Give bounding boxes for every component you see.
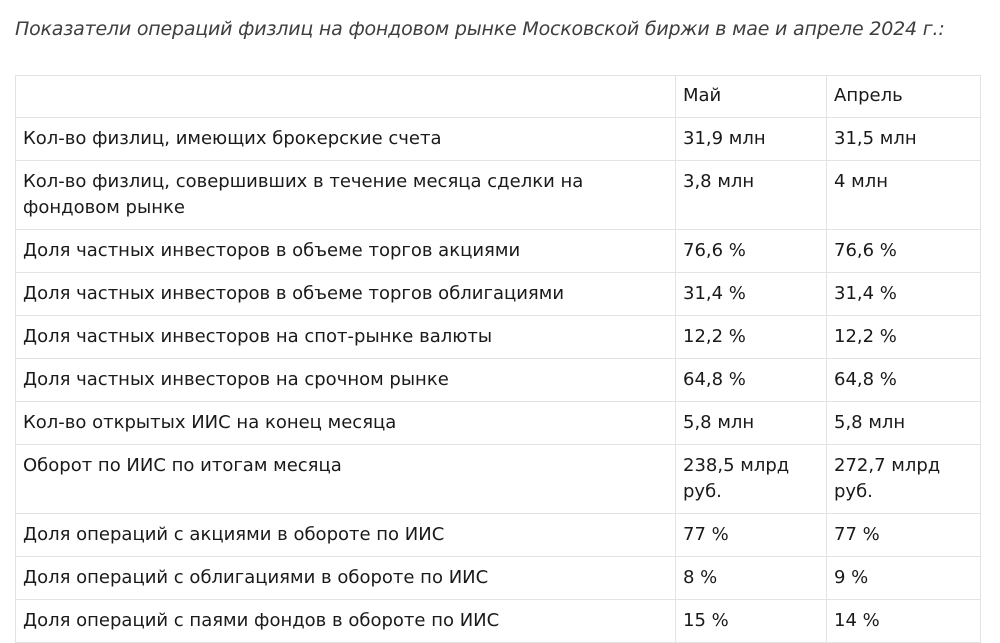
value-may: 8 % (675, 556, 827, 600)
value-may: 5,8 млн (675, 401, 827, 445)
table-row: Кол-во физлиц, совершивших в течение мес… (15, 160, 981, 230)
value-may: 238,5 млрд руб. (675, 444, 827, 514)
value-april: 272,7 млрд руб. (826, 444, 981, 514)
header-cell-april: Апрель (826, 75, 981, 118)
table-row: Доля операций с облигациями в обороте по… (15, 556, 981, 600)
row-label: Доля операций с облигациями в обороте по… (15, 556, 676, 600)
value-april: 4 млн (826, 160, 981, 230)
table-caption: Показатели операций физлиц на фондовом р… (15, 18, 945, 40)
table-row: Доля частных инвесторов в объеме торгов … (15, 229, 981, 273)
table-row: Доля операций с паями фондов в обороте п… (15, 599, 981, 643)
row-label: Доля частных инвесторов в объеме торгов … (15, 229, 676, 273)
value-may: 31,9 млн (675, 117, 827, 161)
value-may: 3,8 млн (675, 160, 827, 230)
table-row: Оборот по ИИС по итогам месяца 238,5 млр… (15, 444, 981, 514)
row-label: Доля частных инвесторов на спот-рынке ва… (15, 315, 676, 359)
table-row: Доля частных инвесторов в объеме торгов … (15, 272, 981, 316)
value-may: 15 % (675, 599, 827, 643)
value-april: 64,8 % (826, 358, 981, 402)
table-row: Кол-во открытых ИИС на конец месяца 5,8 … (15, 401, 981, 445)
row-label: Доля частных инвесторов в объеме торгов … (15, 272, 676, 316)
value-april: 31,5 млн (826, 117, 981, 161)
value-may: 77 % (675, 513, 827, 557)
value-april: 12,2 % (826, 315, 981, 359)
table-row: Доля частных инвесторов на спот-рынке ва… (15, 315, 981, 359)
header-row: Май Апрель (15, 75, 981, 118)
table-row: Кол-во физлиц, имеющих брокерские счета … (15, 117, 981, 161)
value-april: 5,8 млн (826, 401, 981, 445)
value-april: 31,4 % (826, 272, 981, 316)
row-label: Доля операций с паями фондов в обороте п… (15, 599, 676, 643)
row-label: Доля операций с акциями в обороте по ИИС (15, 513, 676, 557)
header-cell-empty (15, 75, 676, 118)
value-may: 12,2 % (675, 315, 827, 359)
value-april: 9 % (826, 556, 981, 600)
row-label: Кол-во физлиц, совершивших в течение мес… (15, 160, 676, 230)
value-may: 31,4 % (675, 272, 827, 316)
row-label: Кол-во физлиц, имеющих брокерские счета (15, 117, 676, 161)
value-april: 76,6 % (826, 229, 981, 273)
table-row: Доля частных инвесторов на срочном рынке… (15, 358, 981, 402)
value-april: 77 % (826, 513, 981, 557)
row-label: Кол-во открытых ИИС на конец месяца (15, 401, 676, 445)
value-may: 64,8 % (675, 358, 827, 402)
row-label: Оборот по ИИС по итогам месяца (15, 444, 676, 514)
value-april: 14 % (826, 599, 981, 643)
header-cell-may: Май (675, 75, 827, 118)
stats-table: Май Апрель Кол-во физлиц, имеющих брокер… (15, 75, 981, 643)
table-row: Доля операций с акциями в обороте по ИИС… (15, 513, 981, 557)
row-label: Доля частных инвесторов на срочном рынке (15, 358, 676, 402)
value-may: 76,6 % (675, 229, 827, 273)
